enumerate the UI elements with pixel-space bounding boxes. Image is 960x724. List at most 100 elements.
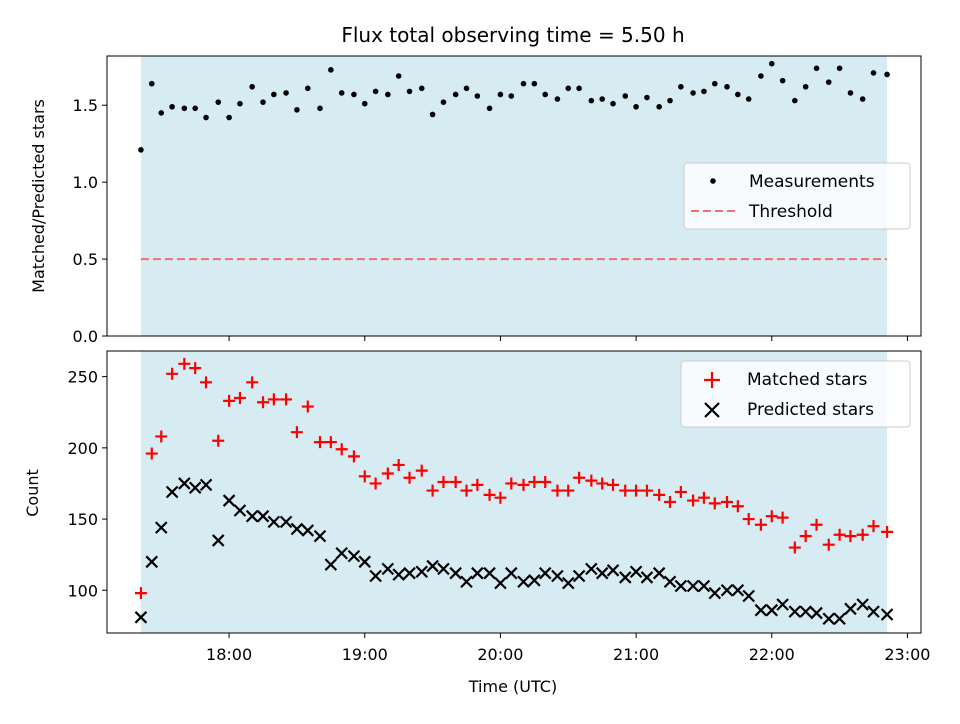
measurement-point — [158, 110, 165, 116]
measurement-point — [690, 90, 696, 96]
top-measurement-points — [138, 60, 890, 153]
measurement-point — [542, 91, 549, 98]
predicted-star-point — [754, 603, 768, 617]
predicted-star-point — [674, 579, 688, 593]
matched-star-point — [585, 474, 598, 487]
predicted-star-point — [697, 579, 711, 593]
bottom-legend: Matched stars Predicted stars — [680, 360, 911, 428]
matched-star-point — [810, 518, 823, 531]
predicted-star-point — [483, 566, 496, 580]
predicted-star-point — [538, 566, 552, 580]
predicted-star-point — [347, 549, 361, 563]
measurement-point — [667, 97, 673, 104]
measurement-point — [859, 96, 866, 102]
x-tick-label: 19:00 — [342, 645, 388, 664]
bottom-y-tick-label: 250 — [67, 368, 98, 387]
x-axis-label: Time (UTC) — [468, 677, 557, 696]
matched-star-point — [483, 488, 496, 501]
predicted-star-point — [449, 566, 462, 580]
predicted-star-point — [585, 562, 598, 576]
measurement-point — [249, 83, 255, 90]
predicted-star-point — [686, 579, 700, 593]
measurement-point — [226, 114, 232, 121]
measurement-point — [678, 83, 684, 90]
measurement-point — [338, 90, 345, 96]
measurement-point — [554, 96, 561, 102]
measurement-point — [622, 93, 629, 99]
predicted-star-point — [358, 555, 372, 569]
matched-star-point — [697, 491, 710, 504]
legend-matched-label: Matched stars — [747, 370, 867, 390]
predicted-star-point — [301, 524, 315, 537]
measurement-point — [351, 91, 357, 98]
matched-star-point — [426, 484, 439, 497]
top-x-ticks — [228, 336, 908, 341]
predicted-star-point — [822, 612, 836, 626]
predicted-star-point — [788, 605, 802, 618]
measurement-point — [169, 103, 175, 110]
predicted-star-point — [426, 559, 439, 573]
measurement-point — [884, 71, 890, 78]
matched-star-point — [517, 478, 530, 491]
top-y-tick-label: 1.0 — [73, 173, 98, 192]
measurement-point — [724, 83, 730, 90]
measurement-point — [633, 103, 639, 110]
matched-star-point — [754, 518, 767, 531]
bottom-axes-frame — [106, 350, 922, 634]
predicted-stars-points — [134, 477, 894, 626]
matched-star-point — [257, 396, 270, 409]
measurement-point — [768, 60, 775, 67]
measurement-point — [836, 65, 843, 72]
predicted-star-point — [867, 605, 880, 618]
matched-star-point — [494, 491, 507, 504]
measurement-point — [304, 85, 311, 92]
chart-title: Flux total observing time = 5.50 h — [341, 23, 684, 47]
matched-star-point — [403, 471, 416, 484]
measurement-point — [825, 79, 832, 85]
x-tick-label: 22:00 — [749, 645, 795, 664]
measurement-point — [385, 91, 391, 98]
top-y-ticks: 0.0 0.5 1.0 1.5 — [73, 96, 107, 346]
measurement-point — [565, 85, 572, 92]
predicted-star-point — [392, 568, 405, 581]
legend-measurements-marker — [710, 178, 716, 184]
x-tick-label: 21:00 — [613, 645, 659, 664]
matched-star-point — [551, 484, 564, 497]
measurement-point — [395, 73, 402, 79]
matched-star-point — [619, 484, 632, 497]
measurement-point — [599, 96, 605, 102]
predicted-star-point — [561, 576, 575, 590]
matched-star-point — [178, 357, 191, 370]
predicted-star-point — [663, 575, 677, 589]
predicted-star-point — [652, 566, 666, 580]
top-axes-frame — [106, 55, 922, 337]
bottom-y-tick-label: 150 — [67, 510, 98, 529]
matched-star-point — [742, 513, 755, 526]
matched-star-point — [166, 367, 179, 380]
predicted-star-point — [765, 603, 779, 617]
bottom-y-ticks: 100 150 200 250 — [67, 368, 107, 600]
predicted-star-point — [517, 575, 530, 589]
measurement-point — [656, 103, 662, 110]
matched-star-point — [687, 494, 700, 507]
measurement-point — [813, 65, 820, 72]
matched-star-point — [134, 587, 147, 600]
measurement-point — [644, 94, 650, 101]
matched-star-point — [528, 476, 541, 489]
predicted-star-point — [154, 521, 168, 534]
measurement-point — [148, 80, 155, 87]
measurement-point — [735, 91, 741, 98]
measurement-point — [520, 80, 527, 87]
measurement-point — [260, 99, 266, 105]
measurement-point — [418, 85, 425, 92]
matched-star-point — [867, 520, 880, 533]
predicted-star-point — [880, 608, 894, 621]
predicted-star-point — [460, 575, 473, 589]
predicted-star-point — [844, 602, 857, 616]
predicted-star-point — [810, 606, 823, 620]
predicted-star-point — [595, 566, 609, 580]
matched-star-point — [358, 470, 371, 483]
top-y-tick-label: 0.0 — [73, 327, 98, 346]
measurement-point — [508, 93, 515, 99]
legend-predicted-marker — [704, 402, 720, 418]
